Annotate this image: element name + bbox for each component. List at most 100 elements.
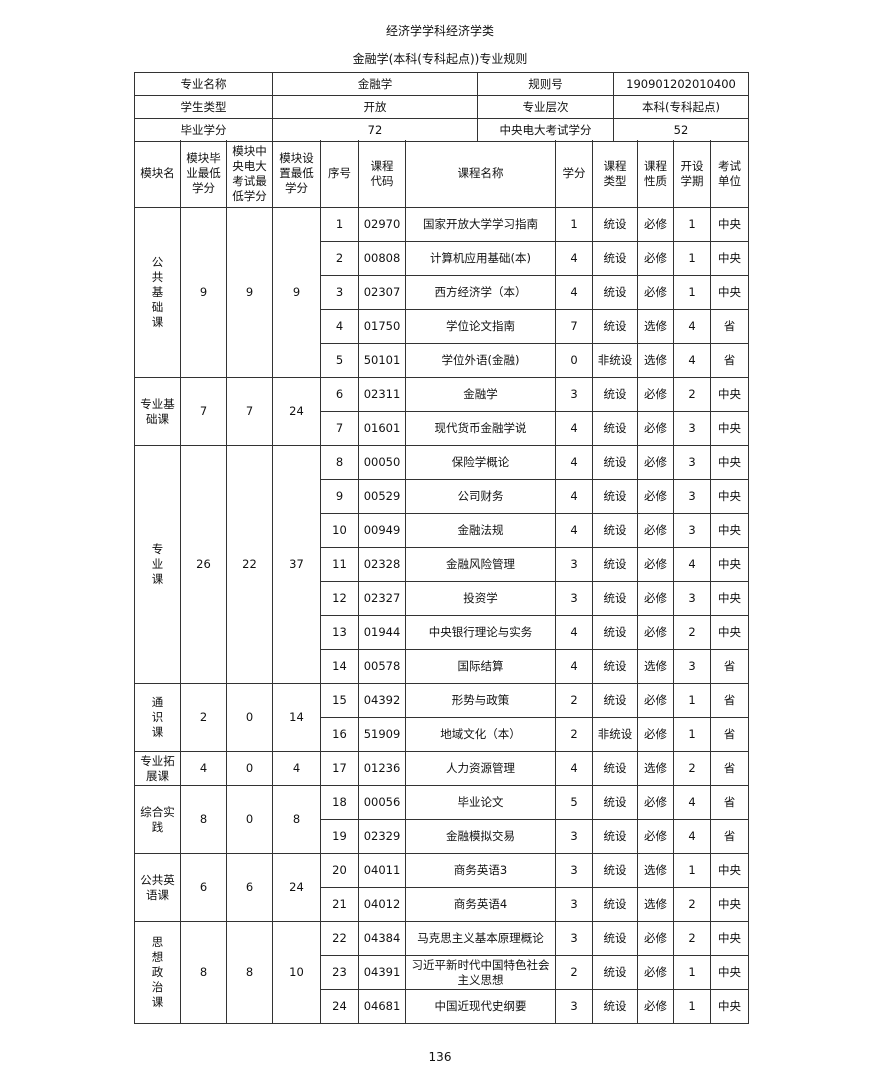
semester: 4	[673, 819, 711, 854]
course-type: 统设	[592, 921, 638, 956]
module-central-min: 7	[226, 377, 273, 446]
credits: 4	[555, 411, 593, 446]
table-row: 4 01750 学位论文指南 7 统设 选修 4 省	[135, 309, 749, 344]
exam-unit: 省	[710, 343, 749, 378]
course-code: 00050	[358, 445, 406, 480]
table-row: 13 01944 中央银行理论与实务 4 统设 必修 2 中央	[135, 615, 749, 650]
semester: 1	[673, 241, 711, 276]
course-type: 统设	[592, 751, 638, 786]
semester: 1	[673, 717, 711, 752]
course-nature: 选修	[637, 887, 674, 922]
header-course-name: 课程名称	[405, 140, 556, 208]
exam-unit: 中央	[710, 479, 749, 514]
exam-unit: 省	[710, 819, 749, 854]
table-row: 公共英语课 6 6 24 20 04011 商务英语3 3 统设 选修 1 中央	[134, 853, 749, 922]
table-row: 公共基础课 9 9 9 1 02970 国家开放大学学习指南 1 统设 必修 1 中央	[134, 207, 749, 378]
major-label: 专业名称	[134, 72, 273, 96]
course-code: 51909	[358, 717, 406, 752]
course-name: 商务英语4	[405, 887, 556, 922]
module-grad-min: 26	[180, 445, 227, 684]
exam-unit: 中央	[710, 921, 749, 956]
module-grad-min: 9	[180, 207, 227, 378]
course-type: 统设	[592, 377, 638, 412]
exam-unit: 中央	[710, 377, 749, 412]
semester: 3	[673, 479, 711, 514]
semester: 2	[673, 887, 711, 922]
course-code: 00056	[358, 785, 406, 820]
course-nature: 必修	[637, 241, 674, 276]
course-name: 国家开放大学学习指南	[405, 207, 556, 242]
course-type: 统设	[592, 275, 638, 310]
course-code: 01944	[358, 615, 406, 650]
header-seq: 序号	[320, 140, 359, 208]
course-code: 00578	[358, 649, 406, 684]
credits: 3	[555, 853, 593, 888]
course-nature: 必修	[637, 819, 674, 854]
course-name: 人力资源管理	[405, 751, 556, 786]
module-central-min: 0	[226, 683, 273, 752]
module-grad-min: 4	[180, 751, 227, 786]
course-code: 04012	[358, 887, 406, 922]
course-nature: 必修	[637, 547, 674, 582]
course-type: 统设	[592, 615, 638, 650]
exam-unit: 中央	[710, 615, 749, 650]
course-name: 现代货币金融学说	[405, 411, 556, 446]
credits: 3	[555, 547, 593, 582]
rule-no-label: 规则号	[477, 72, 614, 96]
module-name: 综合实践	[134, 785, 181, 854]
module-name: 专业基础课	[134, 377, 181, 446]
semester: 1	[673, 853, 711, 888]
module-central-min: 8	[226, 921, 273, 1024]
course-nature: 选修	[637, 751, 674, 786]
table-row: 16 51909 地域文化（本） 2 非统设 必修 1 省	[135, 717, 749, 752]
course-nature: 必修	[637, 921, 674, 956]
semester: 3	[673, 581, 711, 616]
major-value: 金融学	[272, 72, 478, 96]
seq: 24	[320, 989, 359, 1024]
course-type: 统设	[592, 479, 638, 514]
table-row: 专业课 26 22 37 8 00050 保险学概论 4 统设 必修 3 中央	[134, 445, 749, 684]
seq: 17	[320, 751, 359, 786]
module-grad-min: 2	[180, 683, 227, 752]
table-row: 23 04391 习近平新时代中国特色社会主义思想 2 统设 必修 1 中央	[135, 955, 749, 990]
level-value: 本科(专科起点)	[613, 95, 749, 119]
course-code: 00808	[358, 241, 406, 276]
course-name: 中央银行理论与实务	[405, 615, 556, 650]
course-name: 商务英语3	[405, 853, 556, 888]
module-name: 专业拓展课	[134, 751, 181, 786]
course-type: 统设	[592, 785, 638, 820]
course-name: 形势与政策	[405, 683, 556, 718]
semester: 3	[673, 445, 711, 480]
course-nature: 必修	[637, 717, 674, 752]
semester: 4	[673, 309, 711, 344]
header-course-type: 课程类型	[592, 140, 638, 208]
grad-credits-label: 毕业学分	[134, 118, 273, 142]
credits: 4	[555, 275, 593, 310]
module-set-min: 4	[272, 751, 321, 786]
header-module-set-min: 模块设置最低学分	[272, 140, 321, 208]
module-set-min: 37	[272, 445, 321, 684]
credits: 4	[555, 751, 593, 786]
course-name: 西方经济学（本）	[405, 275, 556, 310]
course-type: 统设	[592, 411, 638, 446]
credits: 2	[555, 683, 593, 718]
semester: 3	[673, 411, 711, 446]
course-code: 01750	[358, 309, 406, 344]
course-name: 金融风险管理	[405, 547, 556, 582]
course-type: 统设	[592, 513, 638, 548]
course-code: 02327	[358, 581, 406, 616]
seq: 3	[320, 275, 359, 310]
course-name: 金融学	[405, 377, 556, 412]
seq: 4	[320, 309, 359, 344]
course-type: 统设	[592, 989, 638, 1024]
table-row: 9 00529 公司财务 4 统设 必修 3 中央	[135, 479, 749, 514]
exam-unit: 省	[710, 751, 749, 786]
exam-unit: 中央	[710, 275, 749, 310]
seq: 9	[320, 479, 359, 514]
module-central-min: 0	[226, 751, 273, 786]
seq: 8	[320, 445, 359, 480]
course-name: 毕业论文	[405, 785, 556, 820]
credits: 2	[555, 717, 593, 752]
module-name: 通识课	[134, 683, 181, 752]
credits: 3	[555, 921, 593, 956]
